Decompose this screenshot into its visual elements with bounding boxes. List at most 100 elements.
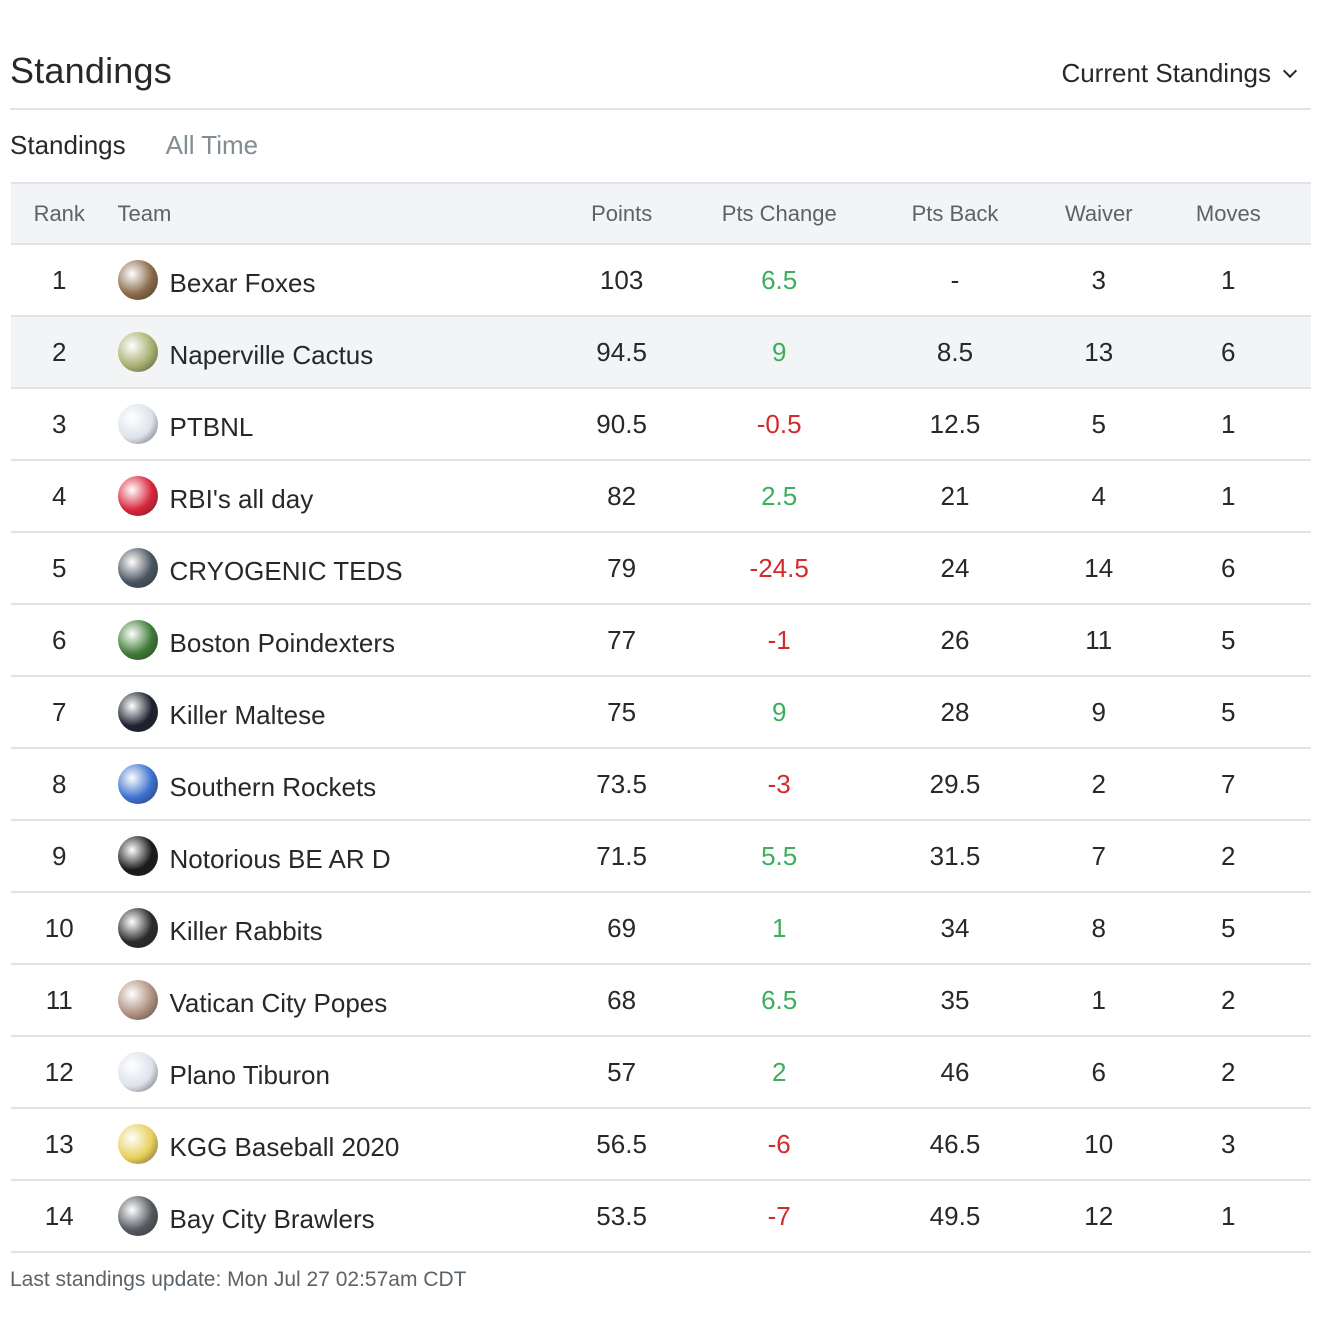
team-name-link[interactable]: CRYOGENIC TEDS (169, 555, 403, 586)
fox-team-logo-icon[interactable] (117, 260, 158, 300)
table-row: 13 KGG Baseball 2020 56.5 -6 46.5 10 3 (11, 1109, 1311, 1181)
pts-change-cell: -6 (767, 1128, 791, 1159)
rank-cell: 4 (52, 480, 67, 511)
team-name-link[interactable]: Naperville Cactus (169, 339, 374, 370)
team-name-link[interactable]: Plano Tiburon (169, 1059, 330, 1090)
tab-standings[interactable]: Standings (10, 130, 126, 160)
pts-change-cell: -0.5 (756, 408, 802, 439)
pope-team-logo-icon[interactable] (117, 980, 158, 1020)
page-title: Standings (10, 50, 172, 91)
cap-team-logo-icon[interactable] (117, 404, 158, 444)
bear-seal-team-logo-icon[interactable] (117, 836, 158, 876)
rank-cell: 9 (52, 840, 67, 871)
rank-cell: 2 (52, 336, 67, 367)
team-name-link[interactable]: Notorious BE AR D (169, 843, 391, 874)
points-cell: 77 (607, 624, 637, 655)
rank-cell: 7 (52, 696, 67, 727)
column-header-waiver[interactable]: Waiver (1064, 200, 1133, 226)
rank-cell: 10 (44, 912, 74, 943)
pts-change-cell: 9 (771, 696, 787, 727)
frog-team-logo-icon[interactable] (117, 620, 158, 660)
rank-cell: 8 (52, 768, 67, 799)
standings-view-dropdown[interactable]: Current Standings (1061, 58, 1298, 89)
table-row: 8 Southern Rockets 73.5 -3 29.5 2 7 (11, 749, 1311, 821)
pts-back-cell: - (950, 264, 960, 295)
cap-team-logo-icon[interactable] (117, 1124, 158, 1164)
tab-all-time[interactable]: All Time (165, 130, 259, 160)
team-name-link[interactable]: Bexar Foxes (169, 267, 316, 298)
team-cell: KGG Baseball 2020 (108, 1124, 543, 1164)
puppy-team-logo-icon[interactable] (117, 1196, 158, 1236)
table-header-row: Rank Team Points Pts Change Pts Back Wai… (11, 182, 1311, 245)
column-header-pts-change[interactable]: Pts Change (721, 200, 837, 226)
table-body: 1 Bexar Foxes 10 3 6.5 -3 1 2 Naperville Cactus 9… (11, 245, 1311, 1253)
cactus-team-logo-icon[interactable] (117, 332, 158, 372)
team-name-link[interactable]: Killer Rabbits (169, 915, 323, 946)
table-row: 5 CRYOGENIC TEDS 79 -24.5 24 14 6 (11, 533, 1311, 605)
dog-team-logo-icon[interactable] (117, 692, 158, 732)
moves-cell: 2 (1221, 984, 1236, 1015)
team-name-link[interactable]: Boston Poindexters (169, 627, 395, 658)
points-cell: 71.5 (596, 840, 647, 871)
waiver-cell: 1 (1091, 984, 1106, 1015)
moves-cell: 3 (1221, 1128, 1236, 1159)
column-header-moves[interactable]: Moves (1195, 200, 1261, 226)
team-name-link[interactable]: Southern Rockets (169, 771, 377, 802)
team-cell: RBI's all day (108, 476, 543, 516)
points-cell: 75 (607, 696, 637, 727)
pts-back-cell: 34 (940, 912, 970, 943)
table-row: 1 Bexar Foxes 103 6.5 - 3 1 (11, 245, 1311, 317)
column-header-pts-back[interactable]: Pts Back (911, 200, 999, 226)
table-row: 9 Notorious BE AR D 71.5 5.5 31.5 7 2 (11, 821, 1311, 893)
pts-change-cell: 5.5 (761, 840, 798, 871)
points-cell: 73.5 (596, 768, 647, 799)
cap-team-logo-icon[interactable] (117, 476, 158, 516)
pts-change-cell: 6.5 (761, 264, 798, 295)
rocket-team-logo-icon[interactable] (117, 764, 158, 804)
points-cell: 79 (607, 552, 637, 583)
pts-back-cell: 46.5 (929, 1128, 981, 1159)
pts-back-cell: 21 (940, 480, 970, 511)
team-name-link[interactable]: Killer Maltese (169, 699, 326, 730)
team-cell: CRYOGENIC TEDS (108, 548, 543, 588)
pts-back-cell: 24 (940, 552, 970, 583)
cap-team-logo-icon[interactable] (117, 1052, 158, 1092)
moves-cell: 7 (1221, 768, 1236, 799)
waiver-cell: 10 (1084, 1128, 1114, 1159)
team-cell: Notorious BE AR D (108, 836, 543, 876)
standings-tabs: Standings All Time (10, 130, 298, 164)
team-name-link[interactable]: Bay City Brawlers (169, 1203, 375, 1234)
waiver-cell: 11 (1085, 624, 1113, 655)
column-header-points[interactable]: Points (591, 200, 653, 226)
jar-team-logo-icon[interactable] (117, 548, 158, 588)
pts-back-cell: 28 (940, 696, 970, 727)
dropdown-label: Current Standings (1061, 58, 1271, 88)
team-name-link[interactable]: KGG Baseball 2020 (169, 1131, 400, 1162)
team-name-link[interactable]: RBI's all day (169, 483, 314, 514)
table-row: 2 Naperville Cactus 94.5 9 8.5 13 6 (11, 317, 1311, 389)
pts-change-cell: 6.5 (761, 984, 798, 1015)
waiver-cell: 8 (1091, 912, 1106, 943)
waiver-cell: 9 (1091, 696, 1106, 727)
pts-back-cell: 49.5 (929, 1200, 981, 1231)
team-cell: Bexar Foxes (108, 260, 543, 300)
moves-cell: 2 (1221, 1056, 1236, 1087)
standings-table: Rank Team Points Pts Change Pts Back Wai… (11, 182, 1311, 1253)
team-cell: Killer Maltese (108, 692, 543, 732)
pts-change-cell: -3 (767, 768, 791, 799)
team-cell: Bay City Brawlers (108, 1196, 543, 1236)
moves-cell: 1 (1221, 1200, 1236, 1231)
rabbit-team-logo-icon[interactable] (117, 908, 158, 948)
column-header-team[interactable]: Team (117, 200, 172, 226)
moves-cell: 5 (1221, 696, 1236, 727)
team-name-link[interactable]: Vatican City Popes (169, 987, 388, 1018)
waiver-cell: 14 (1084, 552, 1114, 583)
moves-cell: 2 (1221, 840, 1236, 871)
team-name-link[interactable]: PTBNL (169, 411, 254, 442)
moves-cell: 6 (1221, 552, 1236, 583)
team-cell: PTBNL (108, 404, 543, 444)
pts-back-cell: 8.5 (936, 336, 974, 367)
moves-cell: 5 (1221, 624, 1236, 655)
column-header-rank[interactable]: Rank (33, 200, 85, 226)
points-cell: 69 (607, 912, 637, 943)
